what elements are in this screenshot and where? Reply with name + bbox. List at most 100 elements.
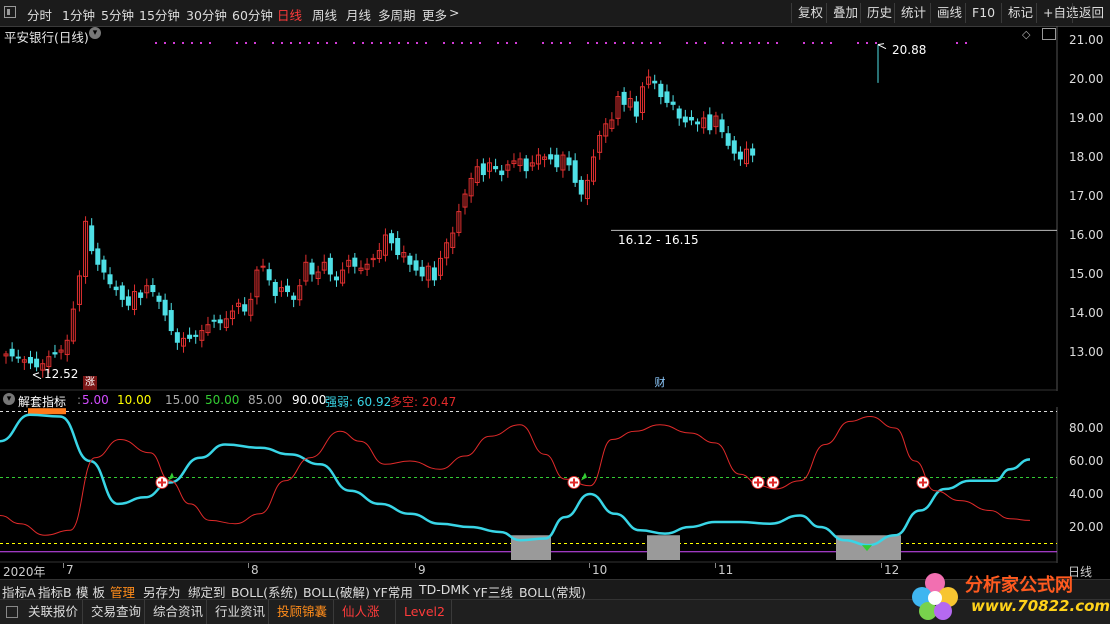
- period-tab[interactable]: 1分钟: [62, 8, 95, 23]
- period-tab[interactable]: 分时: [27, 8, 53, 23]
- candlestick-chart[interactable]: [0, 26, 1110, 391]
- signal-dot: [605, 42, 607, 44]
- candle-body: [132, 291, 138, 310]
- candle-body: [731, 140, 737, 154]
- date-label: 11: [718, 563, 734, 577]
- candle-body: [358, 267, 364, 272]
- signal-dot: [290, 42, 292, 44]
- zhang-badge[interactable]: 涨: [83, 376, 97, 390]
- indicator-tab[interactable]: 模 板: [76, 585, 105, 600]
- indicator-tab[interactable]: YF三线: [473, 585, 513, 600]
- bottom-tab[interactable]: 关联报价: [20, 600, 83, 624]
- toolbar-button[interactable]: 历史: [860, 3, 894, 23]
- period-tab[interactable]: 更多: [422, 8, 448, 23]
- period-tab[interactable]: 30分钟: [186, 8, 227, 23]
- indicator-value: 10.00: [117, 393, 152, 407]
- candle-body: [9, 348, 15, 357]
- indicator-tab[interactable]: 指标B: [38, 585, 72, 600]
- signal-dot: [812, 42, 814, 44]
- indicator-tab[interactable]: YF常用: [373, 585, 413, 600]
- candle-body: [438, 257, 444, 276]
- indicator-menu-icon[interactable]: ▾: [3, 393, 15, 405]
- low-price-label: 12.52: [44, 367, 79, 381]
- period-tab[interactable]: 5分钟: [101, 8, 134, 23]
- date-tick: [589, 563, 590, 568]
- candle-body: [480, 163, 486, 176]
- candle-body: [174, 332, 180, 343]
- toolbar-button[interactable]: 叠加: [826, 3, 860, 23]
- green-arrow-icon: [168, 472, 174, 481]
- strength-line: [0, 413, 1031, 547]
- signal-dot: [650, 42, 652, 44]
- candle-body: [468, 177, 474, 197]
- indicator-axis-label: 20.00: [1069, 520, 1104, 534]
- bottom-tab[interactable]: Level2: [396, 600, 452, 624]
- toolbar-button[interactable]: F10: [965, 3, 1001, 23]
- signal-dot: [641, 42, 643, 44]
- candle-body: [425, 265, 431, 281]
- indicator-tab[interactable]: BOLL(系统): [231, 585, 298, 600]
- candle-body: [125, 296, 131, 306]
- indicator-tab[interactable]: 指标A: [2, 585, 36, 600]
- period-tab[interactable]: 周线: [312, 8, 338, 23]
- panel-toggle-icon[interactable]: [6, 606, 18, 618]
- low-arrow: [32, 372, 42, 380]
- indicator-tab[interactable]: 绑定到: [188, 585, 226, 600]
- restore-icon[interactable]: [1042, 28, 1056, 40]
- diamond-icon[interactable]: ◇: [1022, 28, 1031, 41]
- candle-body: [493, 166, 499, 170]
- indicator-value: 15.00: [165, 393, 200, 407]
- candle-body: [670, 101, 676, 105]
- candle-body: [180, 337, 186, 347]
- chevron-down-icon[interactable]: ▾: [89, 27, 101, 39]
- candle-body: [242, 304, 248, 312]
- period-tab[interactable]: 15分钟: [139, 8, 180, 23]
- date-tick: [715, 563, 716, 568]
- indicator-chart[interactable]: [0, 407, 1110, 563]
- signal-dot: [569, 42, 571, 44]
- cai-badge[interactable]: 财: [654, 376, 666, 389]
- period-tab[interactable]: 日线: [277, 8, 303, 23]
- toolbar-button[interactable]: 复权: [791, 3, 826, 23]
- chevron-right-icon[interactable]: >: [449, 5, 460, 20]
- bottom-tab[interactable]: 交易查询: [83, 600, 145, 624]
- watermark-site: 分析家公式网: [965, 575, 1073, 596]
- date-tick: [881, 563, 882, 568]
- high-arrow: [877, 43, 887, 50]
- candle-body: [609, 119, 615, 129]
- candle-body: [3, 353, 9, 357]
- candle-body: [113, 286, 119, 291]
- indicator-tab[interactable]: 管理: [110, 585, 136, 600]
- period-tab[interactable]: 60分钟: [232, 8, 273, 23]
- toolbar-button[interactable]: 画线: [930, 3, 965, 23]
- candle-body: [199, 330, 205, 341]
- period-tab[interactable]: 月线: [346, 8, 372, 23]
- indicator-name[interactable]: 解套指标: [18, 395, 67, 409]
- toolbar-button[interactable]: 标记: [1001, 3, 1036, 23]
- period-tab[interactable]: 多周期: [378, 8, 416, 23]
- candle-body: [327, 257, 333, 275]
- bottom-tab[interactable]: 投顾锦囊: [269, 600, 334, 624]
- indicator-tab[interactable]: BOLL(常规): [519, 585, 586, 600]
- indicator-tab[interactable]: BOLL(破解): [303, 585, 370, 600]
- date-tick: [415, 563, 416, 568]
- candle-body: [46, 356, 52, 368]
- candle-body: [376, 250, 382, 260]
- date-label: 8: [251, 563, 259, 577]
- toolbar-button[interactable]: +自选: [1036, 3, 1078, 23]
- indicator-tab[interactable]: TD-DMK: [419, 582, 470, 597]
- bottom-tab[interactable]: 行业资讯: [207, 600, 269, 624]
- candle-body: [266, 269, 272, 281]
- toolbar-button[interactable]: 统计: [894, 3, 930, 23]
- price-axis-label: 19.00: [1069, 111, 1104, 125]
- bottom-tab[interactable]: 综合资讯: [145, 600, 207, 624]
- plus-icon: [919, 478, 927, 487]
- toolbar-button[interactable]: 返回: [1072, 3, 1110, 23]
- signal-dot: [398, 42, 400, 44]
- bottom-tab[interactable]: 仙人涨: [334, 600, 396, 624]
- candle-body: [535, 154, 541, 165]
- candle-body: [395, 238, 401, 255]
- window-icon[interactable]: [4, 6, 16, 18]
- indicator-tab[interactable]: 另存为: [143, 585, 181, 600]
- candle-body: [486, 162, 492, 172]
